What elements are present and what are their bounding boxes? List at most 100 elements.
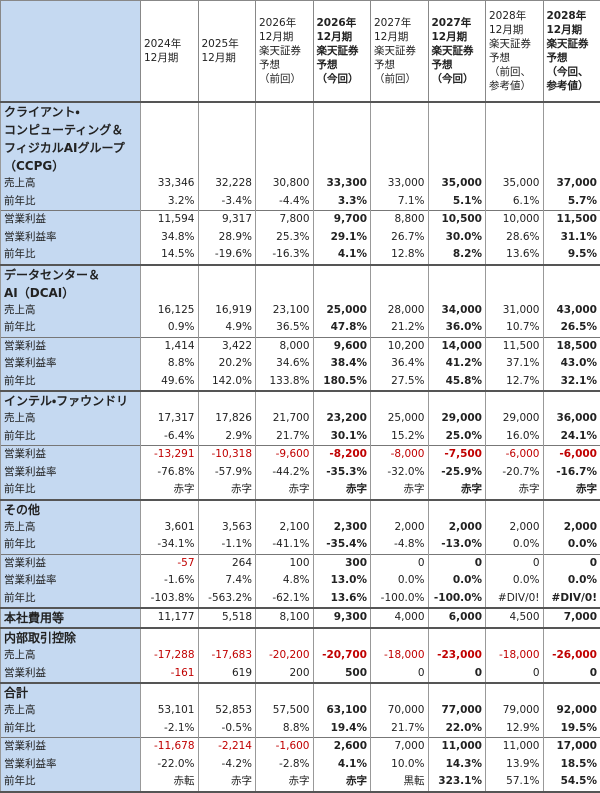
empty-cell [371,265,429,302]
value-cell: 38.4% [313,355,371,373]
empty-cell [371,683,429,702]
empty-cell [371,102,429,175]
empty-cell [198,500,256,519]
value-cell: -35.4% [313,536,371,554]
header-corner [1,1,141,103]
row-label: 前年比 [1,720,141,738]
row-label: 前年比 [1,193,141,211]
value-cell: -161 [141,665,199,684]
value-cell: 26.7% [371,229,429,247]
value-cell: 21.7% [371,720,429,738]
value-cell: -25.9% [428,464,486,482]
section-title-row: その他 [1,500,600,519]
value-cell: 0 [486,665,544,684]
row-label: 営業利益 [1,738,141,756]
empty-cell [141,500,199,519]
value-cell: 52,853 [198,702,256,720]
value-cell: 7.1% [371,193,429,211]
empty-cell [256,683,314,702]
value-cell: 13.9% [486,756,544,774]
data-row: 営業利益率-22.0%-4.2%-2.8%4.1%10.0%14.3%13.9%… [1,756,600,774]
empty-cell [198,102,256,175]
row-label: 前年比 [1,246,141,265]
value-cell: 47.8% [313,319,371,337]
value-cell: -1.6% [141,572,199,590]
value-cell: -16.7% [543,464,600,482]
value-cell: 49.6% [141,373,199,392]
value-cell: -76.8% [141,464,199,482]
empty-cell [141,265,199,302]
value-cell: 19.4% [313,720,371,738]
empty-cell [486,500,544,519]
value-cell: -6,000 [486,446,544,464]
value-cell: -100.0% [371,590,429,609]
value-cell: 10.7% [486,319,544,337]
value-cell: 21.7% [256,428,314,446]
value-cell: 赤転 [141,773,199,792]
row-label: 売上高 [1,410,141,428]
empty-cell [141,628,199,647]
value-cell: 11,177 [141,608,199,628]
value-cell: 16.0% [486,428,544,446]
value-cell: 36.0% [428,319,486,337]
value-cell: 2,000 [371,519,429,537]
value-cell: 35,000 [486,175,544,193]
empty-cell [486,102,544,175]
value-cell: -3.4% [198,193,256,211]
value-cell: 30.0% [428,229,486,247]
value-cell: -17,683 [198,647,256,665]
value-cell: 10,500 [428,211,486,229]
value-cell: 25,000 [371,410,429,428]
empty-cell [198,683,256,702]
row-label: 営業利益率 [1,572,141,590]
value-cell: 0.0% [543,572,600,590]
value-cell: 100 [256,554,314,572]
empty-cell [256,628,314,647]
value-cell: 18,500 [543,337,600,355]
data-row: 営業利益率-76.8%-57.9%-44.2%-35.3%-32.0%-25.9… [1,464,600,482]
value-cell: 25.3% [256,229,314,247]
section-title: 内部取引控除 [1,628,141,647]
value-cell: 0.0% [486,572,544,590]
value-cell: 2,300 [313,519,371,537]
value-cell: 2,600 [313,738,371,756]
empty-cell [256,102,314,175]
value-cell: 7.4% [198,572,256,590]
value-cell: 36,000 [543,410,600,428]
empty-cell [543,500,600,519]
value-cell: 11,000 [486,738,544,756]
value-cell: 8.2% [428,246,486,265]
value-cell: 17,000 [543,738,600,756]
empty-cell [428,391,486,410]
section-title-row: 合計 [1,683,600,702]
value-cell: 0 [371,665,429,684]
table-body: クライアント・ コンピューティング＆ フィジカルAIグループ （CCPG）売上高… [1,102,600,792]
value-cell: -11,678 [141,738,199,756]
column-header: 2027年 12月期 楽天証券 予想 （前回） [371,1,429,103]
value-cell: -4.4% [256,193,314,211]
value-cell: 32,228 [198,175,256,193]
empty-cell [141,102,199,175]
value-cell: 28,000 [371,302,429,320]
row-label: 前年比 [1,590,141,609]
value-cell: 70,000 [371,702,429,720]
value-cell: -4.8% [371,536,429,554]
value-cell: -41.1% [256,536,314,554]
value-cell: -26,000 [543,647,600,665]
value-cell: 45.8% [428,373,486,392]
empty-cell [256,391,314,410]
value-cell: 4.1% [313,246,371,265]
value-cell: 34.8% [141,229,199,247]
row-label: 売上高 [1,702,141,720]
value-cell: 43,000 [543,302,600,320]
data-row: 営業利益-13,291-10,318-9,600-8,200-8,000-7,5… [1,446,600,464]
empty-cell [543,265,600,302]
